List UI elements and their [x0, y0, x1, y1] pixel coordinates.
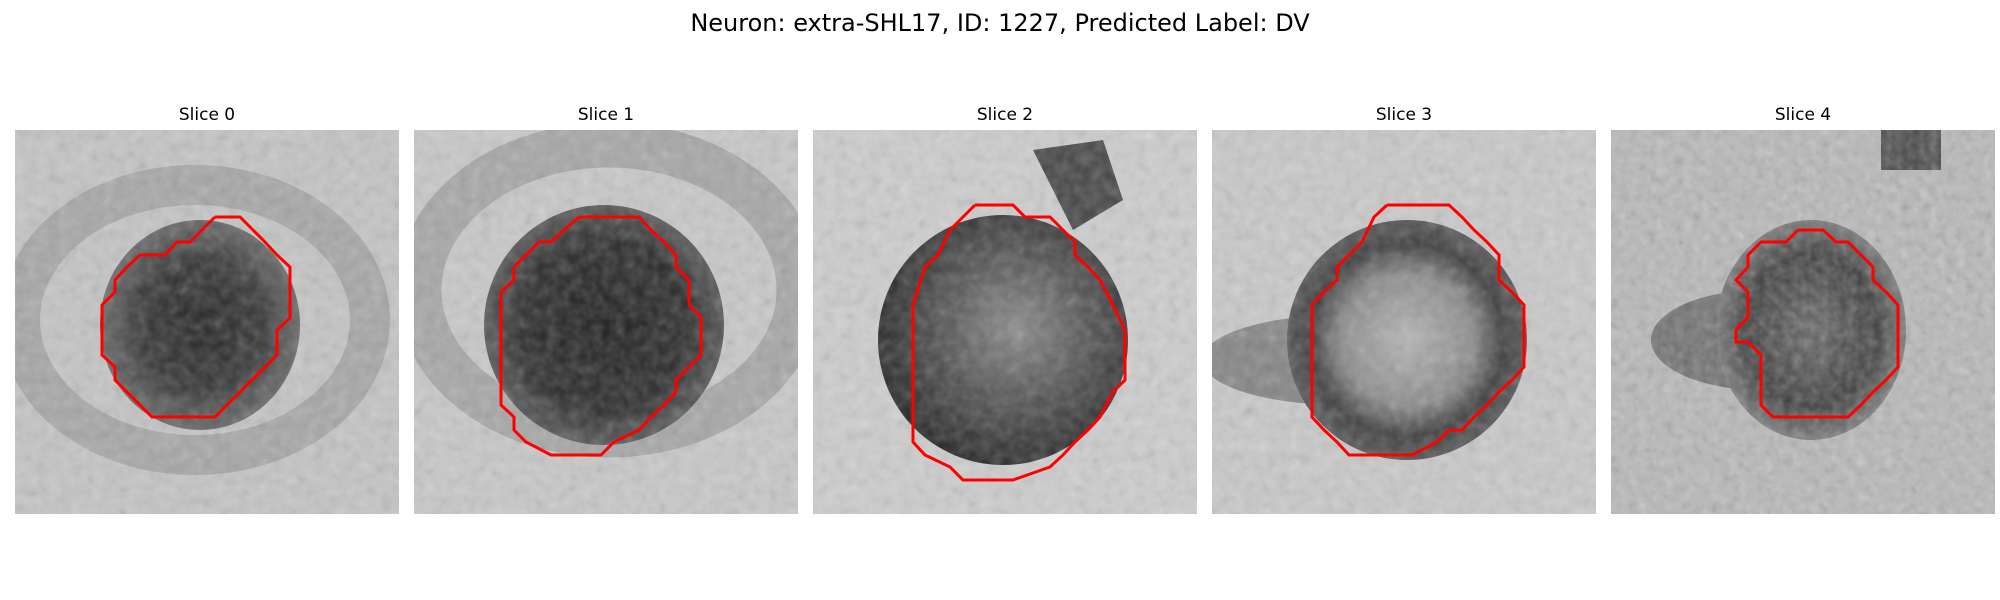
slice-image [15, 130, 399, 514]
noise-layer [1212, 130, 1596, 514]
contour [911, 203, 1127, 482]
slice-image [1212, 130, 1596, 514]
slice-image [813, 130, 1197, 514]
noise-layer [15, 130, 399, 514]
noise-layer [813, 130, 1197, 514]
slice-panel-4: Slice 4 [1611, 104, 1995, 514]
slice-title: Slice 3 [1375, 105, 1433, 125]
figure-title: Neuron: extra-SHL17, ID: 1227, Predicted… [690, 9, 1310, 37]
noise-layer [414, 130, 798, 514]
slice-panel-3: Slice 3 [1212, 104, 1596, 514]
slice-title: Slice 1 [577, 105, 635, 125]
slice-title: Slice 2 [976, 105, 1034, 125]
slice-image [1611, 130, 1995, 514]
contour [1310, 203, 1526, 457]
slice-title: Slice 0 [178, 105, 236, 125]
noise-layer [1611, 130, 1995, 514]
slice-image [414, 130, 798, 514]
slice-title: Slice 4 [1774, 105, 1832, 125]
contour [499, 215, 703, 457]
slice-panel-0: Slice 0 [15, 104, 399, 514]
contour [100, 215, 292, 419]
slice-panel-1: Slice 1 [414, 104, 798, 514]
contour [1733, 228, 1900, 419]
slice-panel-2: Slice 2 [813, 104, 1197, 514]
